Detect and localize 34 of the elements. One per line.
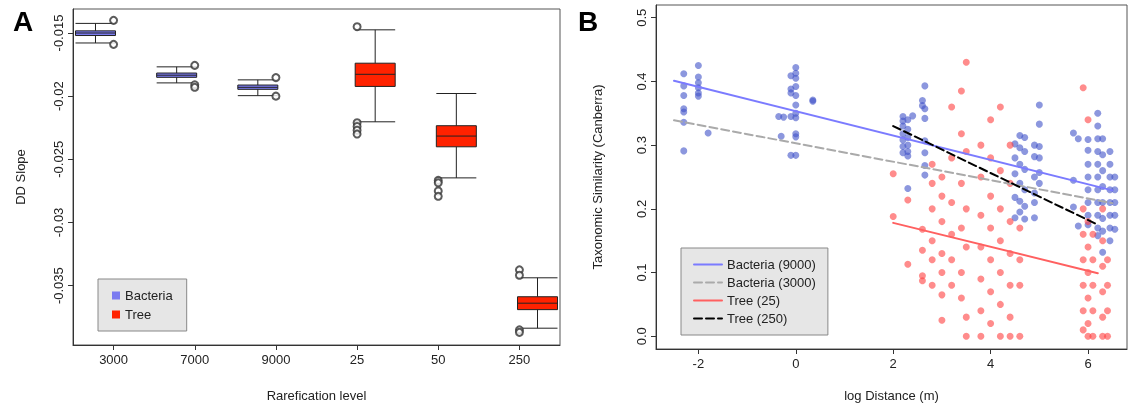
y-tick-label: -0.025: [51, 140, 66, 178]
legend-label: Tree: [125, 307, 152, 322]
y-tick-label: -0.035: [51, 267, 66, 305]
y-tick-label: 0.4: [634, 72, 649, 91]
x-tick-label: 7000: [180, 352, 210, 367]
x-tick-label: 25: [349, 352, 365, 367]
legend-label: Bacteria (9000): [727, 257, 816, 272]
y-tick-label: 0.0: [634, 327, 649, 346]
chart-title: A: [13, 5, 34, 37]
y-axis-title: Taxonomic Similarity (Canberra): [590, 84, 605, 270]
y-tick-label: -0.03: [51, 207, 66, 238]
x-tick-label: 4: [987, 356, 995, 371]
y-tick-label: -0.02: [51, 81, 66, 111]
x-tick-label: 50: [431, 352, 446, 367]
x-tick-label: 0: [792, 356, 800, 371]
x-axis-title: log Distance (m): [844, 388, 939, 403]
y-tick-label: 0.3: [634, 136, 649, 155]
legend-label: Tree (250): [727, 311, 788, 326]
chart-title: B: [578, 5, 599, 37]
x-tick-label: 9000: [261, 352, 291, 367]
x-tick-label: -2: [692, 356, 705, 371]
y-tick-label: 0.5: [634, 8, 649, 27]
y-axis-title: DD Slope: [13, 149, 28, 205]
legend-label: Bacteria: [125, 288, 174, 303]
y-tick-label: 0.1: [634, 263, 649, 282]
x-tick-label: 6: [1084, 356, 1092, 371]
legend-label: Bacteria (3000): [727, 275, 816, 290]
x-tick-label: 2: [889, 356, 897, 371]
y-tick-label: 0.2: [634, 199, 649, 218]
y-tick-label: -0.015: [51, 14, 66, 52]
x-axis-title: Rarefication level: [266, 388, 367, 403]
legend-label: Tree (25): [727, 293, 780, 308]
x-tick-label: 3000: [99, 352, 129, 367]
x-tick-label: 250: [508, 352, 531, 367]
